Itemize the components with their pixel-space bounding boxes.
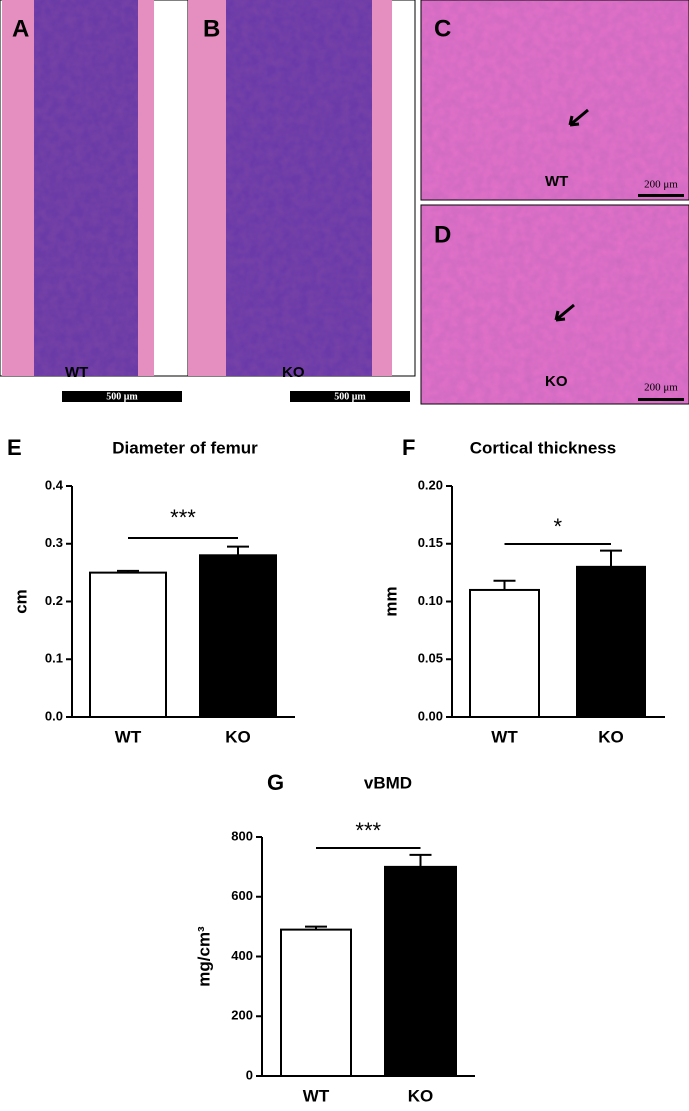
chart-title: Cortical thickness [470, 438, 616, 457]
y-tick-label: 200 [231, 1008, 253, 1023]
panel-letter: G [267, 770, 284, 795]
error-bar [493, 579, 516, 590]
bar [199, 554, 277, 718]
panel-letter: C [434, 15, 451, 42]
y-tick-label: 400 [231, 948, 253, 963]
y-axis-label: cm [11, 589, 30, 614]
y-tick-label: 0.4 [45, 477, 64, 492]
error-bar [600, 549, 622, 567]
y-tick-label: 600 [231, 888, 253, 903]
y-tick-label: 0.1 [45, 651, 63, 666]
group-label: WT [65, 364, 88, 381]
error-bar [227, 545, 249, 556]
error-bar [117, 569, 139, 573]
x-tick-label: WT [491, 727, 518, 746]
y-tick-label: 0.0 [45, 708, 63, 723]
y-axis-label: mg/cm³ [194, 926, 213, 987]
chart-title: Diameter of femur [112, 438, 258, 457]
significance-label: * [553, 514, 562, 539]
y-tick-label: 0.15 [418, 535, 443, 550]
x-tick-label: KO [225, 727, 251, 746]
scale-bar-label: 500 μm [106, 391, 138, 402]
x-tick-label: WT [303, 1086, 330, 1105]
chart-title: vBMD [364, 773, 412, 792]
panel-letter: F [402, 435, 415, 460]
x-tick-label: KO [408, 1086, 434, 1105]
significance-label: *** [355, 818, 381, 843]
panel-letter: D [434, 221, 451, 248]
group-label: KO [282, 364, 305, 381]
bar [469, 588, 540, 719]
y-tick-label: 0.3 [45, 535, 63, 550]
scale-bar-label: 200 μm [644, 179, 678, 191]
y-tick-label: 0 [246, 1067, 253, 1082]
histology-images [0, 0, 689, 405]
panel-letter: B [203, 15, 220, 42]
bar [384, 865, 457, 1077]
bar [576, 565, 646, 718]
group-label: WT [545, 173, 568, 190]
error-bar [409, 853, 432, 867]
y-tick-label: 0.00 [418, 708, 443, 723]
significance-label: *** [170, 505, 196, 530]
x-tick-label: WT [115, 727, 142, 746]
error-bar [305, 925, 327, 930]
x-tick-label: KO [598, 727, 624, 746]
y-axis-label: mm [381, 586, 400, 616]
bar [280, 928, 352, 1077]
scale-bar-label: 200 μm [644, 382, 678, 394]
scale-bar-label: 500 μm [334, 391, 366, 402]
y-tick-label: 0.05 [418, 651, 443, 666]
group-label: KO [545, 373, 568, 390]
y-tick-label: 0.2 [45, 593, 63, 608]
bar [89, 571, 167, 718]
panel-letter: A [12, 15, 29, 42]
y-tick-label: 0.20 [418, 477, 443, 492]
y-tick-label: 0.10 [418, 593, 443, 608]
y-tick-label: 800 [231, 828, 253, 843]
panel-texts: A B C D WT KO WT KO 500 μm 500 μm 200 μm… [12, 15, 678, 402]
panel-letter: E [7, 435, 22, 460]
